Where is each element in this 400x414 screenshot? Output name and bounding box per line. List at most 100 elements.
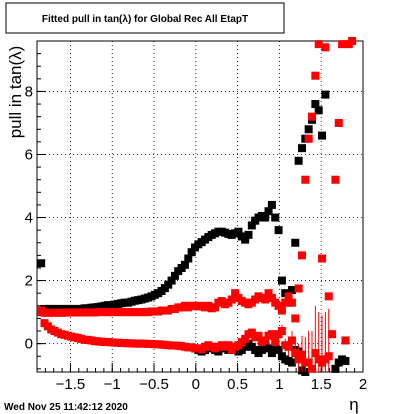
data-marks	[37, 37, 357, 376]
data-point	[328, 330, 337, 339]
data-point	[281, 298, 290, 307]
data-point	[227, 295, 236, 304]
x-tick-label: −0.5	[139, 376, 169, 393]
x-axis-title: η	[349, 395, 358, 414]
data-point	[287, 286, 296, 295]
data-point	[247, 221, 256, 230]
series-3	[37, 305, 333, 373]
data-point	[297, 350, 306, 359]
data-point	[261, 336, 270, 345]
y-axis-title: pull in tan(λ)	[6, 46, 25, 139]
data-point	[318, 254, 327, 263]
data-point	[311, 349, 320, 358]
x-tick-label: 2	[359, 376, 367, 393]
data-point	[314, 40, 323, 49]
data-point	[301, 175, 310, 184]
data-point	[254, 331, 263, 340]
data-point	[314, 106, 323, 115]
x-tick-label: 0	[192, 376, 200, 393]
data-point	[267, 330, 276, 339]
x-tick-label: −1	[104, 376, 121, 393]
data-point	[341, 356, 350, 365]
data-point	[294, 156, 303, 165]
chart-title: Fitted pull in tan(λ) for Global Rec All…	[42, 14, 248, 25]
data-point	[311, 71, 320, 80]
data-point	[247, 328, 256, 337]
data-point	[264, 289, 273, 298]
data-point	[297, 251, 306, 260]
data-point	[331, 175, 340, 184]
timestamp: Wed Nov 25 11:42:12 2020	[4, 402, 128, 413]
data-point	[274, 345, 283, 354]
data-point	[311, 100, 320, 109]
data-point	[241, 235, 250, 244]
y-axis: 0 2 4 6 8	[25, 40, 46, 370]
data-point	[37, 259, 46, 268]
y-tick-label: 4	[25, 210, 33, 227]
x-tick-label: 1	[275, 376, 283, 393]
data-point	[271, 213, 280, 222]
data-point	[308, 364, 317, 373]
data-point	[267, 293, 276, 302]
data-point	[277, 327, 286, 336]
data-point	[334, 118, 343, 127]
x-tick-label: 1.5	[311, 376, 332, 393]
y-tick-label: 6	[25, 146, 33, 163]
data-point	[211, 303, 220, 312]
data-point	[271, 338, 280, 347]
data-point	[294, 284, 303, 293]
series-2	[37, 37, 357, 345]
data-point	[267, 200, 276, 209]
data-point	[267, 349, 276, 358]
data-point	[284, 292, 293, 301]
data-point	[244, 230, 253, 239]
data-point	[277, 306, 286, 315]
x-tick-label: −1.5	[56, 376, 86, 393]
data-point	[164, 280, 173, 289]
data-point	[274, 226, 283, 235]
data-point	[291, 349, 300, 358]
plot-frame	[36, 40, 364, 373]
data-point	[261, 213, 270, 222]
data-point	[291, 238, 300, 247]
data-point	[291, 314, 300, 323]
data-point	[264, 207, 273, 216]
data-point	[184, 254, 193, 263]
data-point	[261, 295, 270, 304]
data-point	[274, 301, 283, 310]
data-point	[338, 40, 347, 49]
data-point	[324, 352, 333, 361]
data-point	[321, 90, 330, 99]
data-point	[341, 336, 350, 345]
data-point	[318, 131, 327, 140]
data-point	[224, 341, 233, 350]
data-point	[234, 227, 243, 236]
data-point	[241, 334, 250, 343]
data-point	[308, 112, 317, 121]
data-point	[331, 364, 340, 373]
data-point	[287, 358, 296, 367]
data-point	[170, 271, 179, 280]
data-point	[304, 134, 313, 143]
data-point	[284, 342, 293, 351]
data-point	[257, 345, 266, 354]
data-point	[297, 144, 306, 153]
x-tick-label: 0.5	[227, 376, 248, 393]
data-point	[277, 276, 286, 285]
data-point	[287, 336, 296, 345]
data-point	[321, 43, 330, 52]
y-tick-label: 2	[25, 273, 33, 290]
data-point	[304, 358, 313, 367]
data-point	[187, 248, 196, 257]
y-tick-label: 8	[25, 83, 33, 100]
data-point	[167, 276, 176, 285]
data-point	[264, 344, 273, 353]
data-point	[231, 289, 240, 298]
data-point	[304, 125, 313, 134]
data-point	[37, 308, 46, 317]
data-point	[287, 298, 296, 307]
data-point	[324, 292, 333, 301]
data-point	[348, 37, 357, 45]
chart-title-box: Fitted pull in tan(λ) for Global Rec All…	[5, 2, 285, 34]
